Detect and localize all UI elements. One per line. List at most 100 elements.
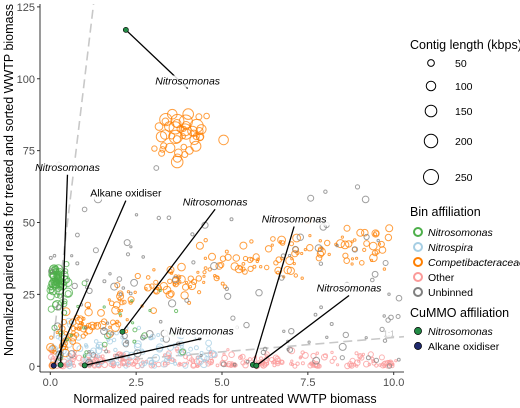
data-point — [108, 272, 112, 276]
data-point — [378, 246, 387, 254]
data-point — [92, 247, 99, 254]
legend-cummo-label: Alkane oxidiser — [428, 341, 500, 353]
data-point — [368, 241, 378, 251]
data-point — [126, 360, 131, 365]
x-tick-label: 10.0 — [383, 377, 404, 389]
data-point — [220, 361, 227, 368]
data-point — [188, 346, 194, 352]
data-point — [203, 256, 208, 260]
annotation-label: Nitrosomonas — [155, 76, 221, 88]
data-point — [357, 353, 363, 359]
data-point — [80, 356, 86, 362]
plot-inner: 100:11:1 — [46, 4, 404, 370]
data-point — [76, 345, 84, 353]
data-point — [111, 337, 117, 343]
data-point — [48, 271, 55, 278]
data-point — [75, 354, 83, 362]
data-point — [247, 357, 253, 362]
data-point — [179, 348, 187, 356]
data-point — [367, 351, 374, 358]
data-point — [110, 319, 116, 326]
data-point — [132, 327, 138, 333]
data-point — [109, 359, 116, 366]
data-point — [138, 361, 146, 368]
legend-bin-label: Competibacteraceae — [428, 257, 520, 269]
data-point — [324, 239, 331, 247]
data-point — [195, 241, 204, 250]
data-point — [312, 356, 321, 365]
data-point — [207, 349, 217, 359]
data-point — [149, 283, 155, 289]
cummo-marker — [50, 362, 57, 369]
legend-bin-marker — [413, 242, 423, 252]
data-point — [335, 243, 339, 248]
data-point — [129, 245, 133, 249]
data-point — [89, 324, 95, 330]
data-point — [190, 278, 198, 285]
data-point — [300, 276, 304, 280]
data-point — [207, 267, 213, 272]
data-point — [315, 351, 319, 355]
data-point — [125, 252, 131, 257]
data-point — [273, 260, 279, 266]
data-point — [71, 282, 78, 290]
data-point — [336, 363, 340, 367]
y-tick-label: 75 — [23, 146, 35, 158]
data-point — [48, 345, 57, 354]
data-point — [84, 308, 93, 317]
legend-bin-label: Nitrosomonas — [428, 227, 494, 239]
data-point — [69, 333, 73, 337]
x-tick-label: 7.5 — [300, 377, 315, 389]
data-point — [174, 346, 180, 352]
data-point — [242, 269, 248, 275]
data-point — [55, 304, 62, 311]
data-point — [119, 308, 124, 313]
data-point — [95, 343, 100, 349]
x-tick-label: 5.0 — [214, 377, 229, 389]
data-point — [155, 361, 162, 368]
data-point — [100, 354, 105, 359]
data-point — [203, 238, 208, 243]
data-point — [386, 363, 393, 369]
data-point — [279, 240, 286, 246]
data-point — [363, 233, 370, 241]
y-tick-label: 125 — [17, 2, 35, 14]
data-point — [239, 241, 248, 250]
cummo-marker — [122, 26, 129, 33]
legend-cummo-label: Nitrosomonas — [428, 326, 494, 338]
data-point — [123, 363, 129, 369]
data-point — [340, 235, 344, 239]
legend-size-label: 50 — [455, 58, 467, 70]
data-point — [80, 333, 86, 339]
data-point — [249, 239, 254, 244]
data-point — [275, 256, 283, 264]
data-point — [69, 318, 77, 327]
data-point — [78, 321, 83, 326]
data-point — [243, 321, 250, 329]
data-point — [210, 262, 219, 271]
data-point — [84, 301, 92, 309]
data-point — [130, 299, 134, 303]
data-point — [102, 327, 106, 331]
data-point — [286, 266, 295, 275]
data-point — [189, 357, 195, 363]
data-point — [361, 352, 365, 356]
data-point — [239, 353, 246, 360]
data-point — [196, 270, 200, 274]
data-point — [249, 257, 254, 262]
data-point — [313, 360, 320, 368]
data-point — [71, 330, 76, 335]
data-point — [84, 326, 88, 330]
data-point — [183, 354, 189, 360]
data-point — [67, 350, 76, 359]
data-point — [394, 359, 398, 363]
data-point — [179, 362, 183, 367]
data-point — [54, 292, 60, 299]
data-point — [385, 317, 391, 323]
data-point — [123, 239, 131, 247]
data-point — [371, 229, 380, 238]
annotation-label: Nitrosomonas — [183, 196, 249, 208]
data-point — [356, 228, 365, 237]
data-point — [115, 321, 122, 328]
annotation-leader-line — [121, 208, 216, 333]
